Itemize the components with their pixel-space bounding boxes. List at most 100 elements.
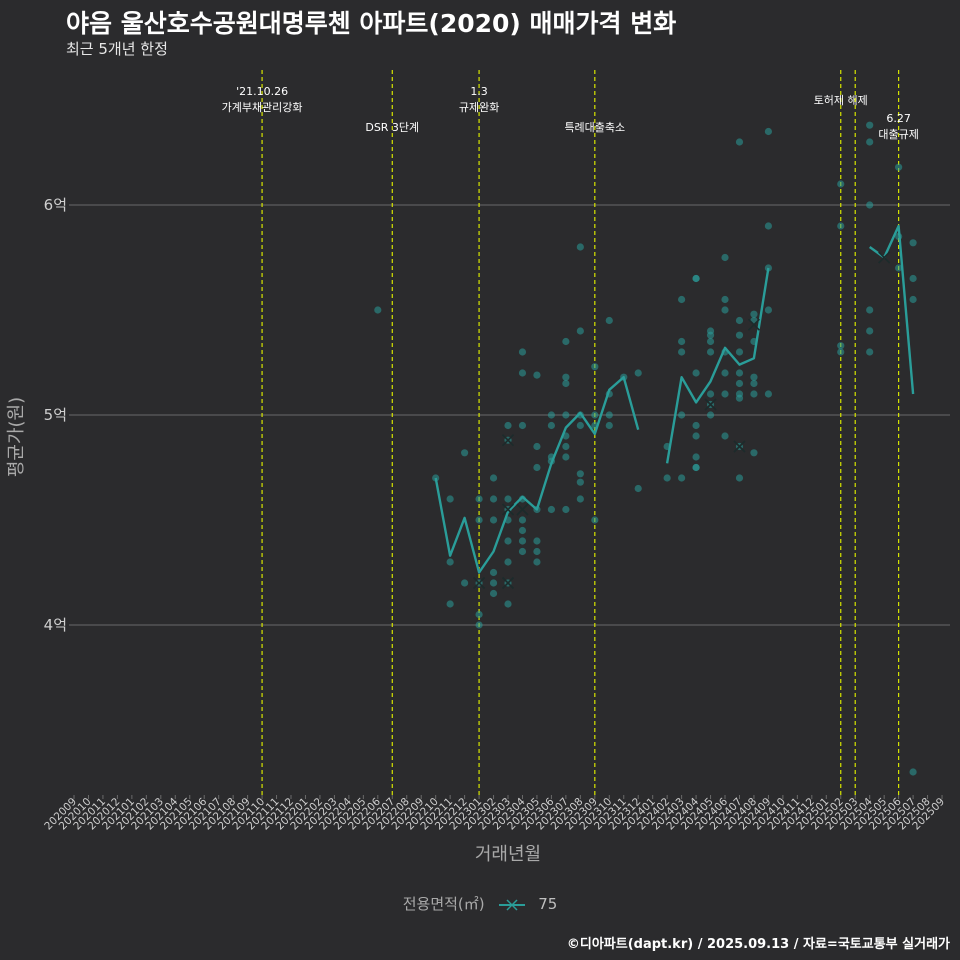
data-point-202302-14 — [489, 516, 498, 524]
data-point-202504-129 — [866, 138, 874, 146]
data-point-202309-63 — [591, 411, 599, 419]
data-point-202404-81 — [692, 274, 700, 283]
legend: 전용면적(㎡) 75 — [0, 893, 960, 914]
data-point-202303-26 — [504, 600, 512, 608]
data-point-202211-3 — [446, 558, 454, 566]
y-tick-label-6: 6억 — [44, 196, 67, 214]
data-point-202407-111 — [735, 474, 744, 482]
data-point-202407-106 — [735, 369, 744, 377]
grid-lines — [74, 204, 950, 626]
data-point-202407-107 — [735, 379, 744, 388]
data-point-202306-46 — [547, 505, 556, 514]
data-point-202406-100 — [721, 390, 729, 398]
y-tick-label-5: 5억 — [44, 406, 67, 424]
y-tick-label-4: 4억 — [44, 616, 67, 634]
series-line-75-seg0 — [434, 376, 640, 574]
data-point-202409-119 — [764, 127, 773, 136]
data-point-202409-122 — [764, 306, 773, 314]
data-point-202407-105 — [735, 348, 744, 356]
data-point-202408-117 — [750, 390, 758, 398]
data-point-202308-56 — [576, 327, 584, 335]
data-point-202408-112 — [750, 310, 758, 318]
data-point-202504-128 — [866, 121, 874, 129]
data-point-202303-23 — [504, 537, 512, 545]
data-point-202305-36 — [533, 442, 541, 451]
data-point-202306-42 — [547, 411, 556, 419]
source-caption: ©디아파트(dapt.kr) / 2025.09.13 / 자료=국토교통부 실… — [566, 937, 950, 952]
data-point-202405-94 — [706, 411, 715, 419]
data-point-202407-109 — [735, 394, 744, 402]
data-point-202303-18 — [504, 421, 512, 430]
data-point-202502-124 — [837, 180, 845, 188]
data-point-202406-96 — [721, 295, 729, 304]
data-point-202302-13 — [489, 495, 498, 503]
legend-key-icon — [499, 898, 526, 911]
data-point-202310-68 — [605, 411, 613, 419]
cross-marker-202304-4 — [516, 503, 529, 516]
data-point-202302-12 — [489, 474, 498, 482]
legend-title: 전용면적(㎡) — [402, 895, 485, 913]
cross-markers — [473, 251, 891, 590]
data-point-202502-125 — [837, 222, 845, 230]
event-label-202110-1: 가계부채관리강화 — [222, 101, 303, 114]
data-point-202403-79 — [678, 474, 686, 482]
chart-subtitle: 최근 5개년 한정 — [66, 40, 168, 58]
data-point-202404-82 — [692, 369, 700, 377]
data-point-202406-95 — [721, 253, 729, 262]
data-point-202507-140 — [909, 768, 917, 776]
data-point-202206-0 — [374, 306, 382, 314]
data-point-202408-115 — [750, 373, 758, 381]
data-point-202305-41 — [533, 558, 541, 566]
data-point-202304-29 — [518, 421, 527, 430]
event-label-202301-1: 규제완화 — [459, 101, 499, 114]
data-point-202304-27 — [518, 348, 527, 356]
data-point-202310-66 — [605, 316, 613, 325]
cross-marker-202505-8 — [878, 251, 891, 264]
data-point-202301-11 — [475, 621, 483, 629]
data-point-202406-97 — [721, 306, 729, 314]
data-point-202212-6 — [461, 579, 469, 587]
x-axis-title: 거래년월 — [475, 844, 541, 865]
event-label-202506-0: 6.27 — [886, 112, 911, 125]
data-point-202304-33 — [518, 537, 527, 545]
data-point-202409-123 — [764, 390, 773, 398]
data-point-202303-20 — [504, 495, 512, 503]
data-point-202307-47 — [562, 337, 570, 346]
data-point-202402-74 — [663, 474, 671, 482]
data-point-202504-130 — [866, 201, 874, 209]
data-point-202405-90 — [706, 337, 715, 346]
data-point-202301-7 — [475, 495, 483, 503]
data-point-202504-132 — [866, 327, 874, 335]
chart-title: 야음 울산호수공원대명루첸 아파트(2020) 매매가격 변화 — [66, 9, 677, 38]
cross-marker-202301-0 — [473, 576, 486, 590]
data-point-202406-101 — [721, 432, 729, 440]
data-point-202407-104 — [735, 331, 744, 339]
data-point-202504-133 — [866, 348, 874, 356]
data-point-202307-52 — [562, 442, 570, 451]
data-point-202405-92 — [706, 390, 715, 398]
data-point-202507-137 — [909, 239, 917, 247]
data-point-202212-5 — [461, 449, 469, 457]
cross-marker-202303-2 — [501, 576, 515, 590]
data-point-202303-24 — [504, 558, 512, 566]
data-point-202506-134 — [895, 163, 903, 171]
data-point-202307-54 — [562, 505, 570, 514]
data-point-202309-65 — [591, 516, 599, 524]
data-point-202406-99 — [721, 369, 729, 377]
data-point-202403-75 — [678, 295, 686, 304]
data-point-202309-62 — [591, 363, 599, 371]
data-point-202407-103 — [735, 316, 744, 325]
data-point-202307-50 — [562, 411, 570, 419]
event-label-202502-0: 토허제 해제 — [814, 93, 868, 107]
data-point-202305-39 — [533, 537, 541, 545]
data-point-202305-40 — [533, 547, 541, 556]
cross-marker-202405-5 — [704, 398, 717, 411]
data-point-202307-49 — [562, 379, 570, 388]
data-point-202312-72 — [634, 484, 642, 493]
data-point-202304-31 — [518, 516, 527, 524]
data-point-202404-87 — [692, 463, 700, 472]
data-point-202507-139 — [909, 295, 917, 304]
data-point-202403-78 — [678, 411, 686, 419]
